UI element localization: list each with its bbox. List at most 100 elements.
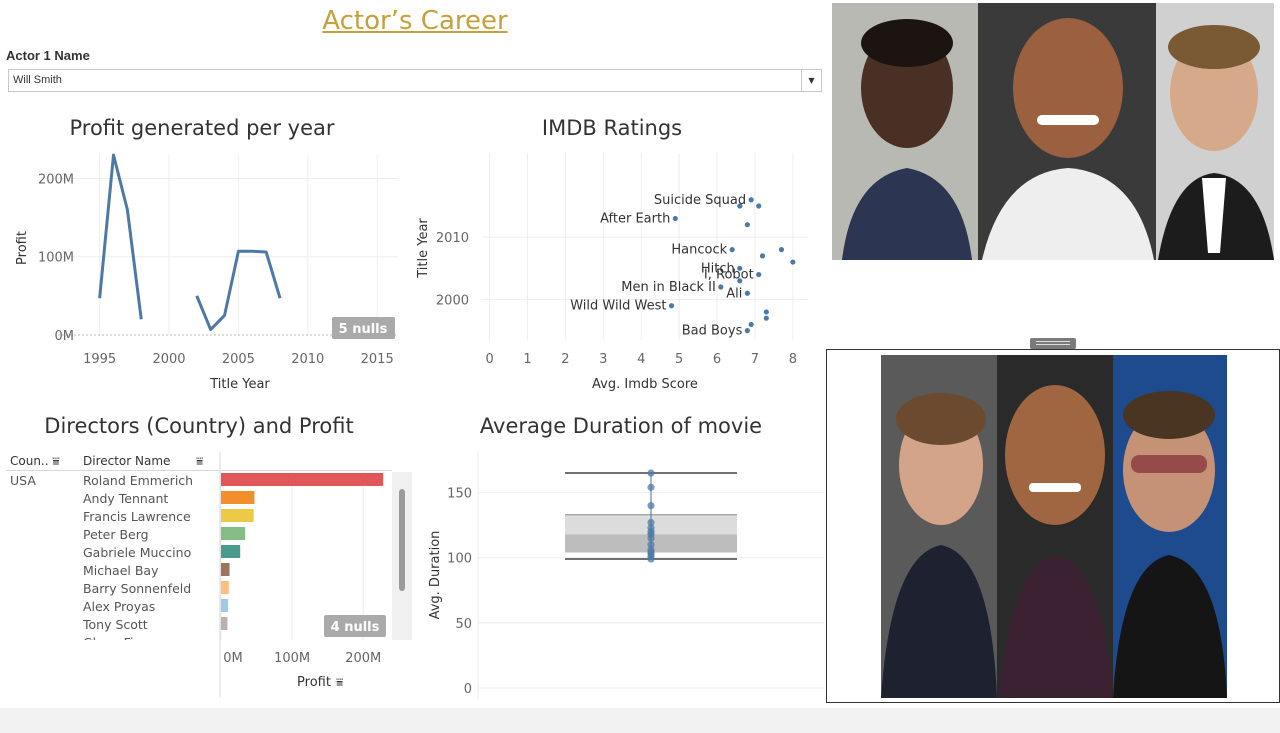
imdb-y-axis-label: Title Year — [416, 218, 431, 279]
actors-photo-top — [832, 3, 1274, 260]
portrait-denzel — [832, 3, 978, 260]
imdb-point-label: After Earth — [600, 211, 670, 226]
profit-x-axis-label: Title Year — [209, 377, 270, 392]
imdb-point — [748, 197, 754, 203]
chevron-down-icon[interactable]: ▼ — [801, 70, 821, 91]
actor-filter-label: Actor 1 Name — [6, 48, 90, 63]
imdb-point — [763, 315, 769, 321]
actor-filter-value: Will Smith — [13, 74, 62, 86]
profit-series-line — [98, 153, 143, 320]
profit-ticks: 1995 2000 2005 2010 2015 0M 100M 200M — [38, 172, 394, 367]
director-name: Alex Proyas — [83, 599, 156, 614]
directors-bars — [221, 473, 384, 630]
imdb-x-tick: 5 — [675, 352, 683, 367]
profit-series-line — [195, 249, 282, 332]
imdb-point — [756, 271, 762, 278]
actor-portraits-bottom — [881, 355, 1227, 698]
imdb-point-label: Suicide Squad — [654, 193, 746, 208]
directors-x-tick: 100M — [274, 651, 310, 666]
imdb-x-axis-label: Avg. Imdb Score — [592, 377, 698, 392]
imdb-point — [748, 321, 754, 328]
imdb-point — [737, 265, 743, 271]
duration-y-tick: 50 — [455, 617, 472, 632]
profit-x-tick: 2000 — [152, 352, 185, 367]
imdb-point — [672, 215, 678, 222]
imdb-x-tick: 2 — [561, 352, 569, 367]
imdb-y-tick: 2010 — [436, 231, 469, 246]
portrait-dwayne — [978, 3, 1156, 260]
director-bar — [221, 491, 255, 504]
imdb-point-label: Hancock — [671, 243, 727, 258]
director-name: Tony Scott — [83, 617, 148, 632]
directors-x-axis-label: Profit — [297, 675, 331, 690]
footer-bar — [0, 708, 1280, 733]
director-name: Peter Berg — [83, 527, 149, 542]
duration-point — [647, 483, 655, 491]
portrait-tom — [881, 355, 997, 698]
directors-bar-chart[interactable]: 0M 100M 200M 4 nulls Profit ⩸ — [216, 452, 416, 702]
actor-filter-dropdown[interactable]: Will Smith ▼ — [8, 69, 822, 92]
duration-y-axis-label: Avg. Duration — [428, 531, 443, 620]
duration-y-tick: 100 — [447, 552, 472, 567]
imdb-x-tick: 7 — [751, 352, 759, 367]
portrait-robert — [1113, 355, 1227, 698]
directors-nulls-badge[interactable] — [324, 615, 386, 637]
profit-x-tick: 2015 — [361, 352, 394, 367]
duration-ticks: 0 50 100 150 — [447, 487, 472, 697]
sort-icon[interactable]: ⩸ — [336, 675, 343, 689]
resize-handle[interactable] — [1030, 338, 1076, 349]
director-name: Francis Lawrence — [83, 509, 191, 524]
imdb-point-label: Ali — [726, 286, 742, 301]
portrait-leonardo — [1156, 3, 1274, 260]
imdb-point — [744, 222, 750, 228]
profit-y-axis-label: Profit — [15, 231, 30, 265]
country-column-header[interactable]: Coun.. ⩸ — [10, 454, 60, 468]
directors-ticks: 0M 100M 200M — [223, 651, 381, 666]
director-bar — [221, 473, 384, 486]
directors-list[interactable]: Roland Emmerich Andy Tennant Francis Lawre… — [6, 470, 392, 640]
profit-nulls-label: 5 nulls — [339, 322, 388, 337]
director-column-header[interactable]: Director Name — [83, 454, 171, 468]
director-bar — [221, 617, 228, 630]
imdb-x-tick: 1 — [523, 352, 531, 367]
actor-portraits-top — [832, 3, 1274, 260]
imdb-point — [718, 284, 724, 290]
profit-line-chart[interactable]: 1995 2000 2005 2010 2015 0M 100M 200M Title Yea… — [0, 145, 410, 400]
scrollbar-thumb[interactable] — [399, 489, 405, 591]
profit-x-tick: 2005 — [222, 352, 255, 367]
duration-point — [647, 546, 655, 554]
profit-x-tick: 2010 — [291, 352, 324, 367]
imdb-point — [744, 290, 750, 296]
portrait-dwayne-2 — [997, 355, 1113, 698]
imdb-point-label: Hitch — [701, 261, 735, 276]
imdb-point-label: Bad Boys — [682, 324, 743, 339]
duration-point — [647, 541, 655, 549]
imdb-point — [759, 253, 766, 259]
imdb-point — [729, 247, 735, 253]
imdb-point — [778, 247, 785, 253]
profit-nulls-badge[interactable] — [332, 317, 395, 339]
director-name: Michael Bay — [83, 563, 159, 578]
duration-point — [647, 524, 655, 532]
imdb-x-tick: 8 — [789, 352, 797, 367]
director-name: Andy Tennant — [83, 491, 169, 506]
imdb-point — [668, 303, 675, 309]
director-bar — [221, 509, 254, 522]
director-bar — [221, 599, 229, 612]
imdb-grid — [482, 153, 808, 340]
imdb-point — [763, 309, 769, 315]
directors-chart-title: Directors (Country) and Profit — [44, 414, 354, 438]
duration-point — [647, 518, 655, 527]
profit-x-tick: 1995 — [83, 352, 116, 367]
director-name: Barry Sonnenfeld — [83, 581, 192, 596]
directors-x-tick: 0M — [223, 651, 243, 666]
imdb-chart-title: IMDB Ratings — [541, 116, 683, 140]
duration-box-plot[interactable]: 0 50 100 150 Avg. Duration — [414, 450, 828, 705]
sort-icon[interactable]: ⩸ — [52, 454, 60, 468]
sort-icon[interactable]: ⩸ — [196, 454, 204, 468]
director-bar — [221, 527, 246, 540]
imdb-point — [790, 259, 796, 265]
imdb-point — [737, 203, 743, 209]
